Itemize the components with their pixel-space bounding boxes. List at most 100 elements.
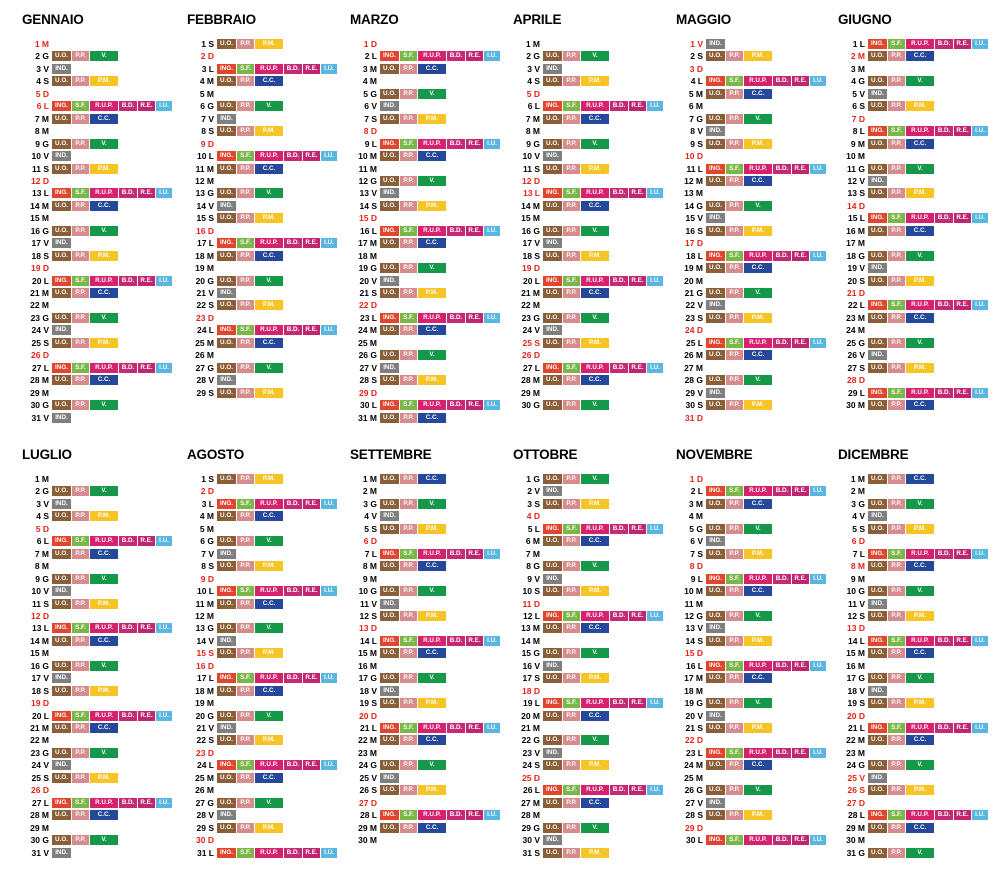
tag-ing: ING.: [868, 723, 887, 733]
tag-pp: P.P.: [400, 350, 417, 361]
day-label: 19 M: [195, 263, 214, 274]
day-row: 9 M: [838, 573, 994, 585]
tag-bd: B.D.: [610, 610, 628, 621]
tag-uo: U.O.: [543, 288, 562, 298]
tag-sf: S.F.: [563, 101, 580, 112]
tag-sf: S.F.: [726, 660, 743, 671]
tag-bd: B.D.: [935, 635, 953, 646]
tag-ing: ING.: [217, 760, 236, 771]
day-label: 27 L: [522, 362, 540, 373]
tag-iu: I.U.: [156, 188, 172, 199]
tag-v: V.: [255, 101, 283, 112]
tag-iu: I.U.: [647, 275, 663, 286]
tag-pp: P.P.: [563, 847, 580, 858]
tag-ing: ING.: [217, 151, 236, 162]
tag-ing: ING.: [543, 275, 562, 286]
month-title: GENNAIO: [22, 12, 84, 27]
day-row: 7 M: [513, 548, 673, 560]
tag-pp: P.P.: [563, 648, 580, 659]
tag-cc: C.C.: [418, 151, 446, 162]
tag-uo: U.O.: [380, 474, 399, 484]
day-label: 21 M: [521, 723, 540, 733]
tag-pm: P.M.: [744, 312, 772, 323]
tag-cc: C.C.: [90, 200, 118, 211]
day-row: 23 G U.O. P.P. V.: [22, 747, 182, 759]
holiday-day-label: 16 D: [196, 660, 214, 671]
tag-sf: S.F.: [888, 126, 905, 137]
day-label: 18 V: [847, 685, 866, 696]
day-row: 23 L ING. S.F. R.U.P. B.D. R.E. I.U.: [676, 747, 836, 759]
day-row: 1 M: [22, 473, 182, 485]
tag-v: V.: [255, 797, 283, 808]
tag-bd: B.D.: [119, 101, 137, 112]
day-label: 21 V: [196, 723, 215, 733]
day-row: 7 V IND.: [187, 113, 347, 125]
day-label: 11 G: [847, 163, 865, 174]
tag-ing: ING.: [706, 76, 725, 87]
day-row: 21 L ING. S.F. R.U.P. B.D. R.E. I.U.: [350, 722, 510, 734]
tag-sf: S.F.: [888, 300, 905, 311]
day-label: 22 S: [196, 735, 215, 746]
day-label: 20 M: [521, 710, 540, 721]
day-row: 23 G U.O. P.P. V.: [22, 312, 182, 324]
tag-pp: P.P.: [726, 810, 743, 821]
day-row: 8 M U.O. P.P. C.C.: [838, 560, 994, 572]
day-row: 5 M: [187, 523, 347, 535]
holiday-day-label: 6 D: [851, 536, 865, 547]
day-row: 9 G U.O. P.P. V.: [513, 138, 673, 150]
tag-sf: S.F.: [400, 400, 417, 411]
tag-v: V.: [581, 312, 609, 323]
tag-v: V.: [90, 486, 118, 497]
tag-re: R.E.: [303, 63, 320, 74]
tag-uo: U.O.: [380, 175, 399, 186]
day-row: 21 M: [513, 722, 673, 734]
tag-v: V.: [744, 113, 772, 124]
day-row: 16 V IND.: [513, 660, 673, 672]
tag-ind: IND.: [52, 673, 71, 684]
day-row: 13 G U.O. P.P. V.: [187, 622, 347, 634]
tag-pp: P.P.: [237, 213, 254, 224]
tag-rup: R.U.P.: [744, 747, 772, 758]
holiday-day-label: 17 D: [685, 238, 703, 249]
day-label: 13 S: [847, 188, 866, 199]
tag-rup: R.U.P.: [744, 337, 772, 348]
tag-iu: I.U.: [810, 250, 826, 261]
tag-pp: P.P.: [563, 225, 580, 236]
day-row: 6 L ING. S.F. R.U.P. B.D. R.E. I.U.: [22, 535, 182, 547]
day-row: 24 S U.O. P.P. P.M.: [513, 759, 673, 771]
day-label: 23 M: [846, 747, 865, 758]
tag-ing: ING.: [868, 810, 887, 821]
tag-uo: U.O.: [543, 113, 562, 124]
tag-uo: U.O.: [868, 735, 887, 746]
tag-pp: P.P.: [400, 561, 417, 572]
day-label: 29 M: [30, 387, 49, 398]
day-label: 11 M: [195, 163, 214, 174]
tag-uo: U.O.: [380, 586, 399, 597]
holiday-day-label: 4 D: [526, 511, 540, 522]
tag-uo: U.O.: [706, 723, 725, 733]
tag-pp: P.P.: [726, 51, 743, 62]
tag-uo: U.O.: [52, 486, 71, 497]
day-row: 6 G U.O. P.P. V.: [187, 535, 347, 547]
tag-ing: ING.: [706, 573, 725, 584]
day-label: 18 M: [195, 685, 214, 696]
tag-bd: B.D.: [447, 312, 465, 323]
tag-pp: P.P.: [888, 785, 905, 796]
tag-pm: P.M.: [744, 138, 772, 149]
tag-uo: U.O.: [868, 337, 887, 348]
day-row: 19 G U.O. P.P. V.: [350, 262, 510, 274]
tag-v: V.: [906, 76, 934, 87]
day-label: 30 G: [30, 835, 49, 846]
day-row: 15 M: [22, 212, 182, 224]
day-row: 12 D: [22, 610, 182, 622]
tag-sf: S.F.: [400, 51, 417, 62]
day-label: 3 V: [36, 498, 49, 509]
tag-iu: I.U.: [810, 163, 826, 174]
tag-ind: IND.: [543, 835, 562, 846]
tag-sf: S.F.: [888, 213, 905, 224]
tag-uo: U.O.: [217, 188, 236, 199]
day-label: 4 S: [36, 511, 49, 522]
day-label: 22 G: [521, 735, 540, 746]
day-row: 21 V IND.: [187, 722, 347, 734]
